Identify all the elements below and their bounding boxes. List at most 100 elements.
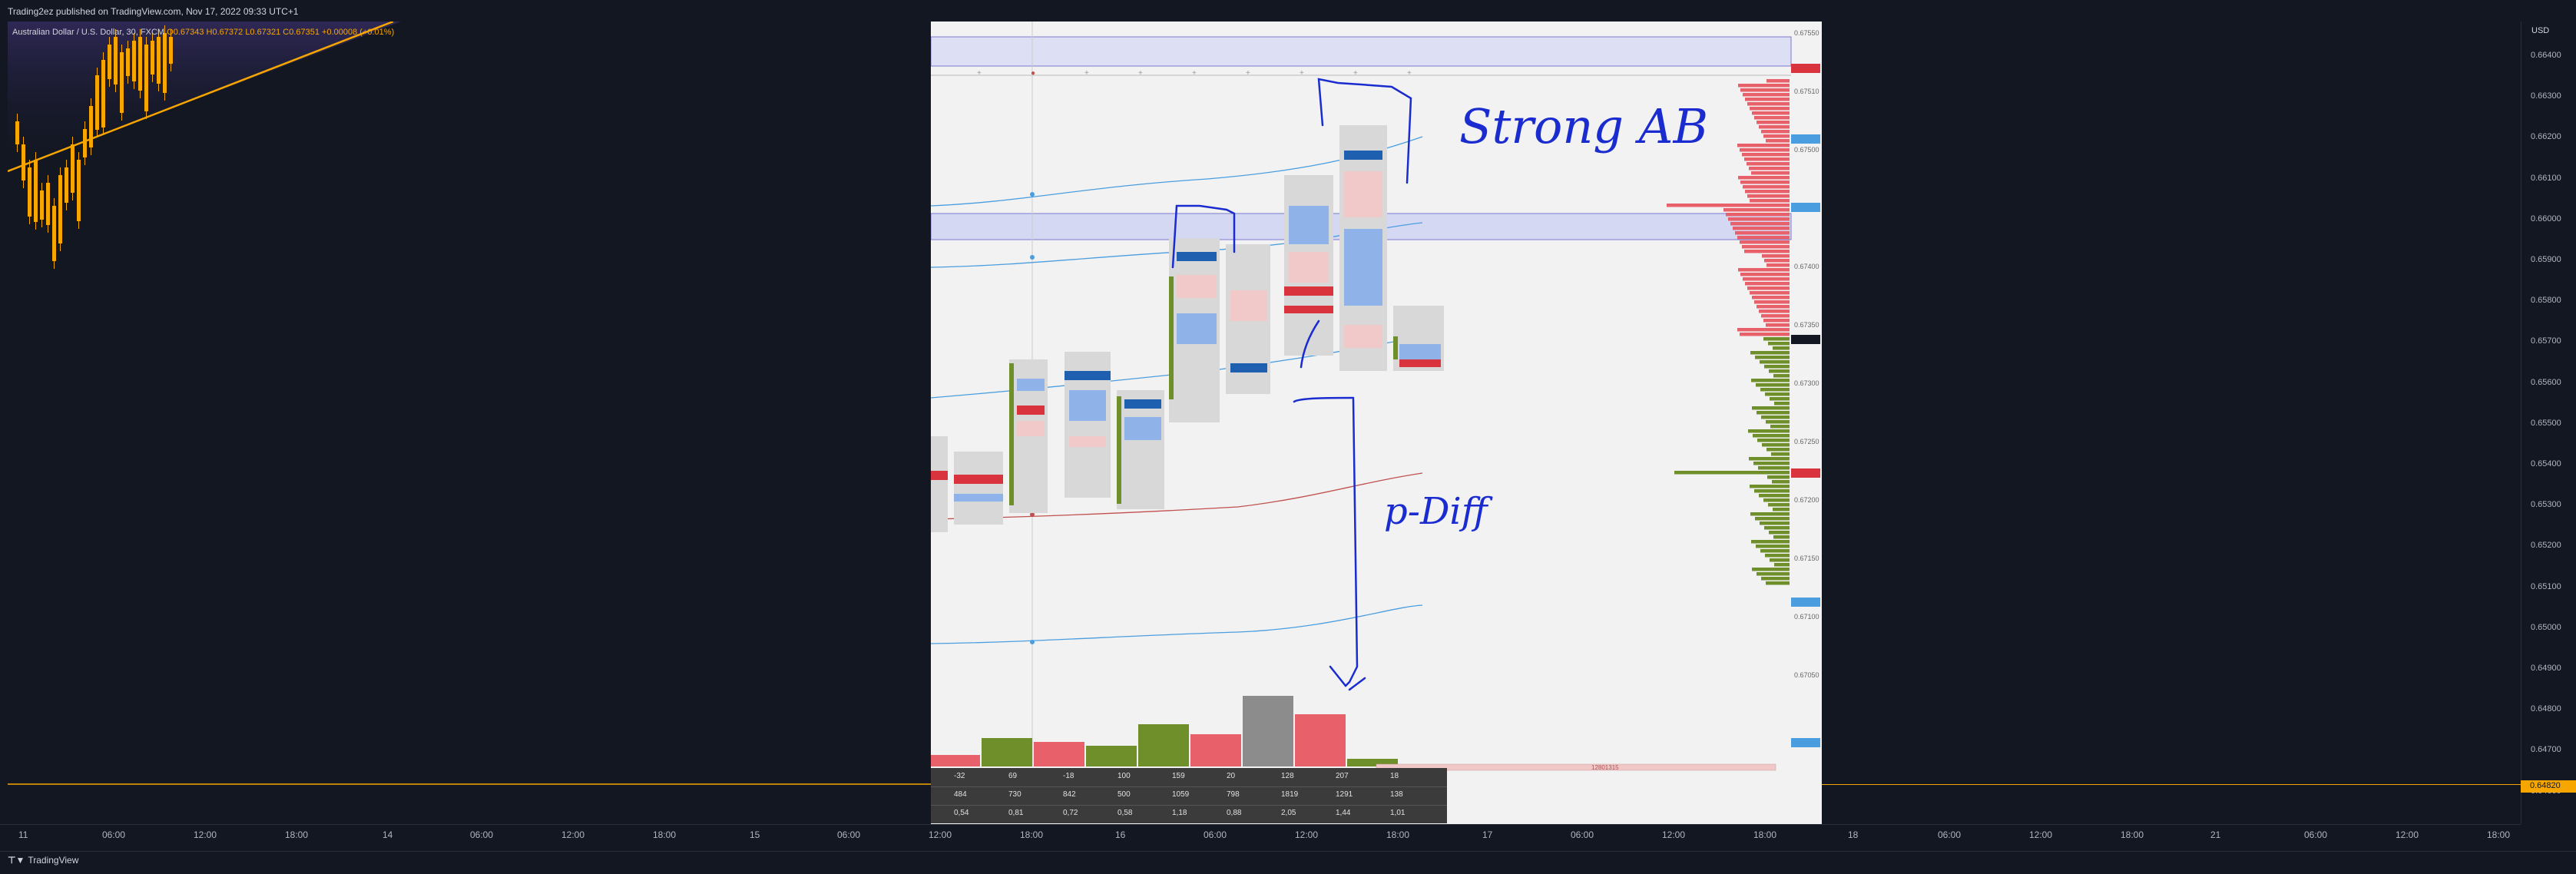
profile-bar (1764, 259, 1790, 263)
profile-bar (1760, 388, 1790, 392)
stats-cell: -32 (954, 772, 965, 780)
time-tick-label: 06:00 (2304, 829, 2328, 840)
profile-bar (1766, 139, 1790, 143)
handwriting-strokes (1171, 78, 1412, 691)
current-price-badge: 0.64820 (2521, 780, 2576, 793)
profile-bar (1757, 305, 1790, 309)
price-tick-label: 0.65400 (2531, 459, 2561, 468)
price-tick-label: 0.66000 (2531, 214, 2561, 223)
profile-bar (1773, 374, 1790, 378)
profile-bar (1771, 452, 1790, 456)
stats-cell: 100 (1117, 772, 1131, 780)
profile-bar (1765, 392, 1790, 396)
time-tick-label: 18:00 (2487, 829, 2511, 840)
profile-bar (1756, 383, 1790, 387)
time-tick-label: 18:00 (1753, 829, 1777, 840)
svg-text:+: + (1353, 69, 1358, 78)
footprint-overlay: + ● + + + + + + + 12801315 0.6755 (931, 22, 1822, 824)
low-value: L0.67321 (245, 28, 281, 37)
time-axis[interactable] (0, 824, 2521, 852)
time-tick-label: 12:00 (2396, 829, 2419, 840)
stats-cell: 207 (1336, 772, 1349, 780)
profile-bar (1761, 130, 1790, 134)
tradingview-logo-icon: ⊤▼ (8, 855, 25, 866)
time-tick-label: 06:00 (1938, 829, 1962, 840)
profile-bar (1745, 282, 1790, 286)
profile-bar (1774, 402, 1790, 406)
annotation-p-diff: p-Diff (1384, 490, 1488, 533)
tradingview-brand[interactable]: ⊤▼ TradingView (8, 855, 79, 866)
price-tick-label: 0.65700 (2531, 336, 2561, 346)
time-tick-label: 21 (2210, 829, 2221, 840)
symbol-legend[interactable]: Australian Dollar / U.S. Dollar, 30, FXC… (12, 28, 394, 37)
profile-bar (1740, 273, 1790, 276)
profile-bar (1748, 429, 1790, 433)
profile-bar (1765, 554, 1790, 558)
time-tick-label: 06:00 (1204, 829, 1227, 840)
time-tick-label: 12:00 (1295, 829, 1319, 840)
profile-bar (1767, 475, 1790, 479)
stats-cell: 0,72 (1063, 809, 1078, 817)
price-tick-label: 0.66100 (2531, 173, 2561, 183)
profile-bar (1674, 471, 1790, 475)
profile-bar (1743, 93, 1790, 97)
svg-text:+: + (1300, 69, 1304, 78)
inner-price-label: 0.67100 (1794, 613, 1819, 621)
time-tick-label: 12:00 (2029, 829, 2053, 840)
time-tick-label: 18:00 (285, 829, 309, 840)
time-tick-label: 06:00 (470, 829, 494, 840)
profile-bar (1773, 346, 1790, 350)
profile-bar (1740, 148, 1790, 152)
profile-bar (1744, 250, 1790, 253)
symbol-name: Australian Dollar / U.S. Dollar, 30, FXC… (12, 28, 165, 37)
price-axis[interactable]: 0.66400 0.66300 0.66200 0.66100 0.66000 0.659… (2521, 22, 2576, 824)
svg-text:●: ● (1031, 69, 1035, 78)
profile-bar (1737, 236, 1790, 240)
candles (15, 25, 173, 269)
profile-bar (1740, 333, 1790, 336)
profile-bar (1753, 462, 1790, 465)
price-tick-label: 0.66400 (2531, 51, 2561, 60)
time-tick-label: 12:00 (561, 829, 585, 840)
stats-cell: 484 (954, 790, 967, 799)
profile-bar (1730, 222, 1790, 226)
stats-cell: 0,88 (1227, 809, 1242, 817)
profile-bar (1769, 369, 1790, 373)
profile-bar (1742, 245, 1790, 249)
profile-bar (1758, 466, 1790, 470)
stats-row-delta: -32 69 -18 100 159 20 128 207 18 (931, 768, 1447, 787)
profile-bar (1723, 208, 1790, 212)
profile-bar (1756, 545, 1790, 548)
price-tick-label: 0.65600 (2531, 377, 2561, 387)
profile-bar (1768, 342, 1790, 346)
profile-bar (1766, 448, 1790, 452)
profile-bar (1749, 167, 1790, 170)
price-tick-label: 0.65500 (2531, 418, 2561, 428)
inner-price-label: 0.67200 (1794, 496, 1819, 504)
profile-bar (1757, 572, 1790, 576)
profile-bar (1728, 217, 1790, 221)
profile-bar (1750, 512, 1790, 516)
profile-bar (1752, 111, 1790, 115)
time-tick-label: 18:00 (1386, 829, 1410, 840)
price-tick-label: 0.65100 (2531, 581, 2561, 591)
time-tick-label: 18:00 (1020, 829, 1044, 840)
profile-bar (1757, 439, 1790, 442)
profile-bar (1740, 180, 1790, 184)
inner-price-label: 0.67500 (1794, 146, 1819, 154)
time-tick-label: 11 (18, 829, 28, 840)
profile-bar (1738, 268, 1790, 272)
profile-bar (1760, 360, 1790, 364)
profile-bar (1733, 227, 1790, 230)
stats-cell: 1,18 (1172, 809, 1187, 817)
profile-bar (1766, 323, 1790, 327)
close-value: C0.67351 (283, 28, 320, 37)
profile-bar (1753, 434, 1790, 438)
stats-cell: 730 (1008, 790, 1021, 799)
profile-bar (1752, 296, 1790, 300)
top-bar (0, 0, 2576, 23)
price-tick-label: 0.65300 (2531, 500, 2561, 510)
price-tick-label: 0.66300 (2531, 91, 2561, 101)
profile-bar (1768, 503, 1790, 507)
profile-bar (1750, 291, 1790, 295)
